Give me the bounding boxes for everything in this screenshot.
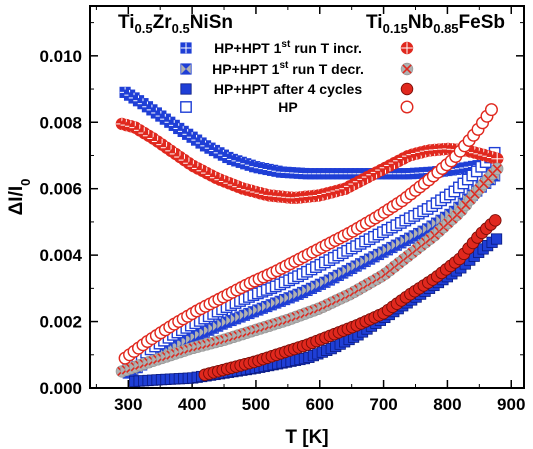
legend-label: HP+HPT 1st run T decr. [212,60,364,77]
x-axis-label: T [K] [285,427,328,448]
data-point [489,214,502,227]
legend-marker-circle [400,82,414,96]
y-tick-label: 0.008 [39,113,82,132]
legend-entry: HP+HPT 1st run T incr. [180,39,414,56]
y-tick-label: 0.006 [39,180,82,199]
legend-marker-circle [400,62,414,76]
data-point [490,162,504,175]
legend-label: HP [278,99,297,115]
material-label-left: Ti0.5Zr0.5NiSn [118,12,233,36]
legend-marker-square [180,101,192,113]
series-circle-hp [118,103,498,365]
plot-frame [89,5,525,389]
y-tick-label: 0.004 [39,246,82,265]
data-point [477,177,490,190]
series-circle-incr [115,117,504,204]
x-tick-label: 500 [242,395,270,414]
legend-marker-circle [400,100,414,114]
data-point [490,233,503,245]
legend-marker-circle [400,41,414,55]
x-tick-label: 700 [369,395,397,414]
legend-label: HP+HPT 1st run T incr. [214,39,362,56]
series-circle-decr [115,162,504,378]
x-tick-label: 600 [306,395,334,414]
legend-marker-square [180,63,192,75]
legend-entry: HP+HPT after 4 cycles [180,81,414,97]
legend-entry: HP+HPT 1st run T decr. [180,60,414,77]
material-label-right: Ti0.15Nb0.85FeSb [366,12,505,36]
legend-label: HP+HPT after 4 cycles [214,81,362,97]
y-tick-label: 0.002 [39,313,82,332]
series-circle-cycles [198,214,502,381]
series-square-hp [122,146,501,374]
x-tick-label: 900 [497,395,525,414]
data-point [484,103,498,117]
legend-entry: HP [180,99,414,115]
x-tick-label: 400 [178,395,206,414]
y-tick-label: 0.000 [39,379,82,398]
y-tick-label: 0.010 [39,47,82,66]
x-tick-label: 800 [433,395,461,414]
x-tick-label: 300 [114,395,142,414]
legend-marker-square [180,42,192,54]
legend-marker-square [180,83,192,95]
y-axis-label: ΔI/I0 [6,179,33,216]
